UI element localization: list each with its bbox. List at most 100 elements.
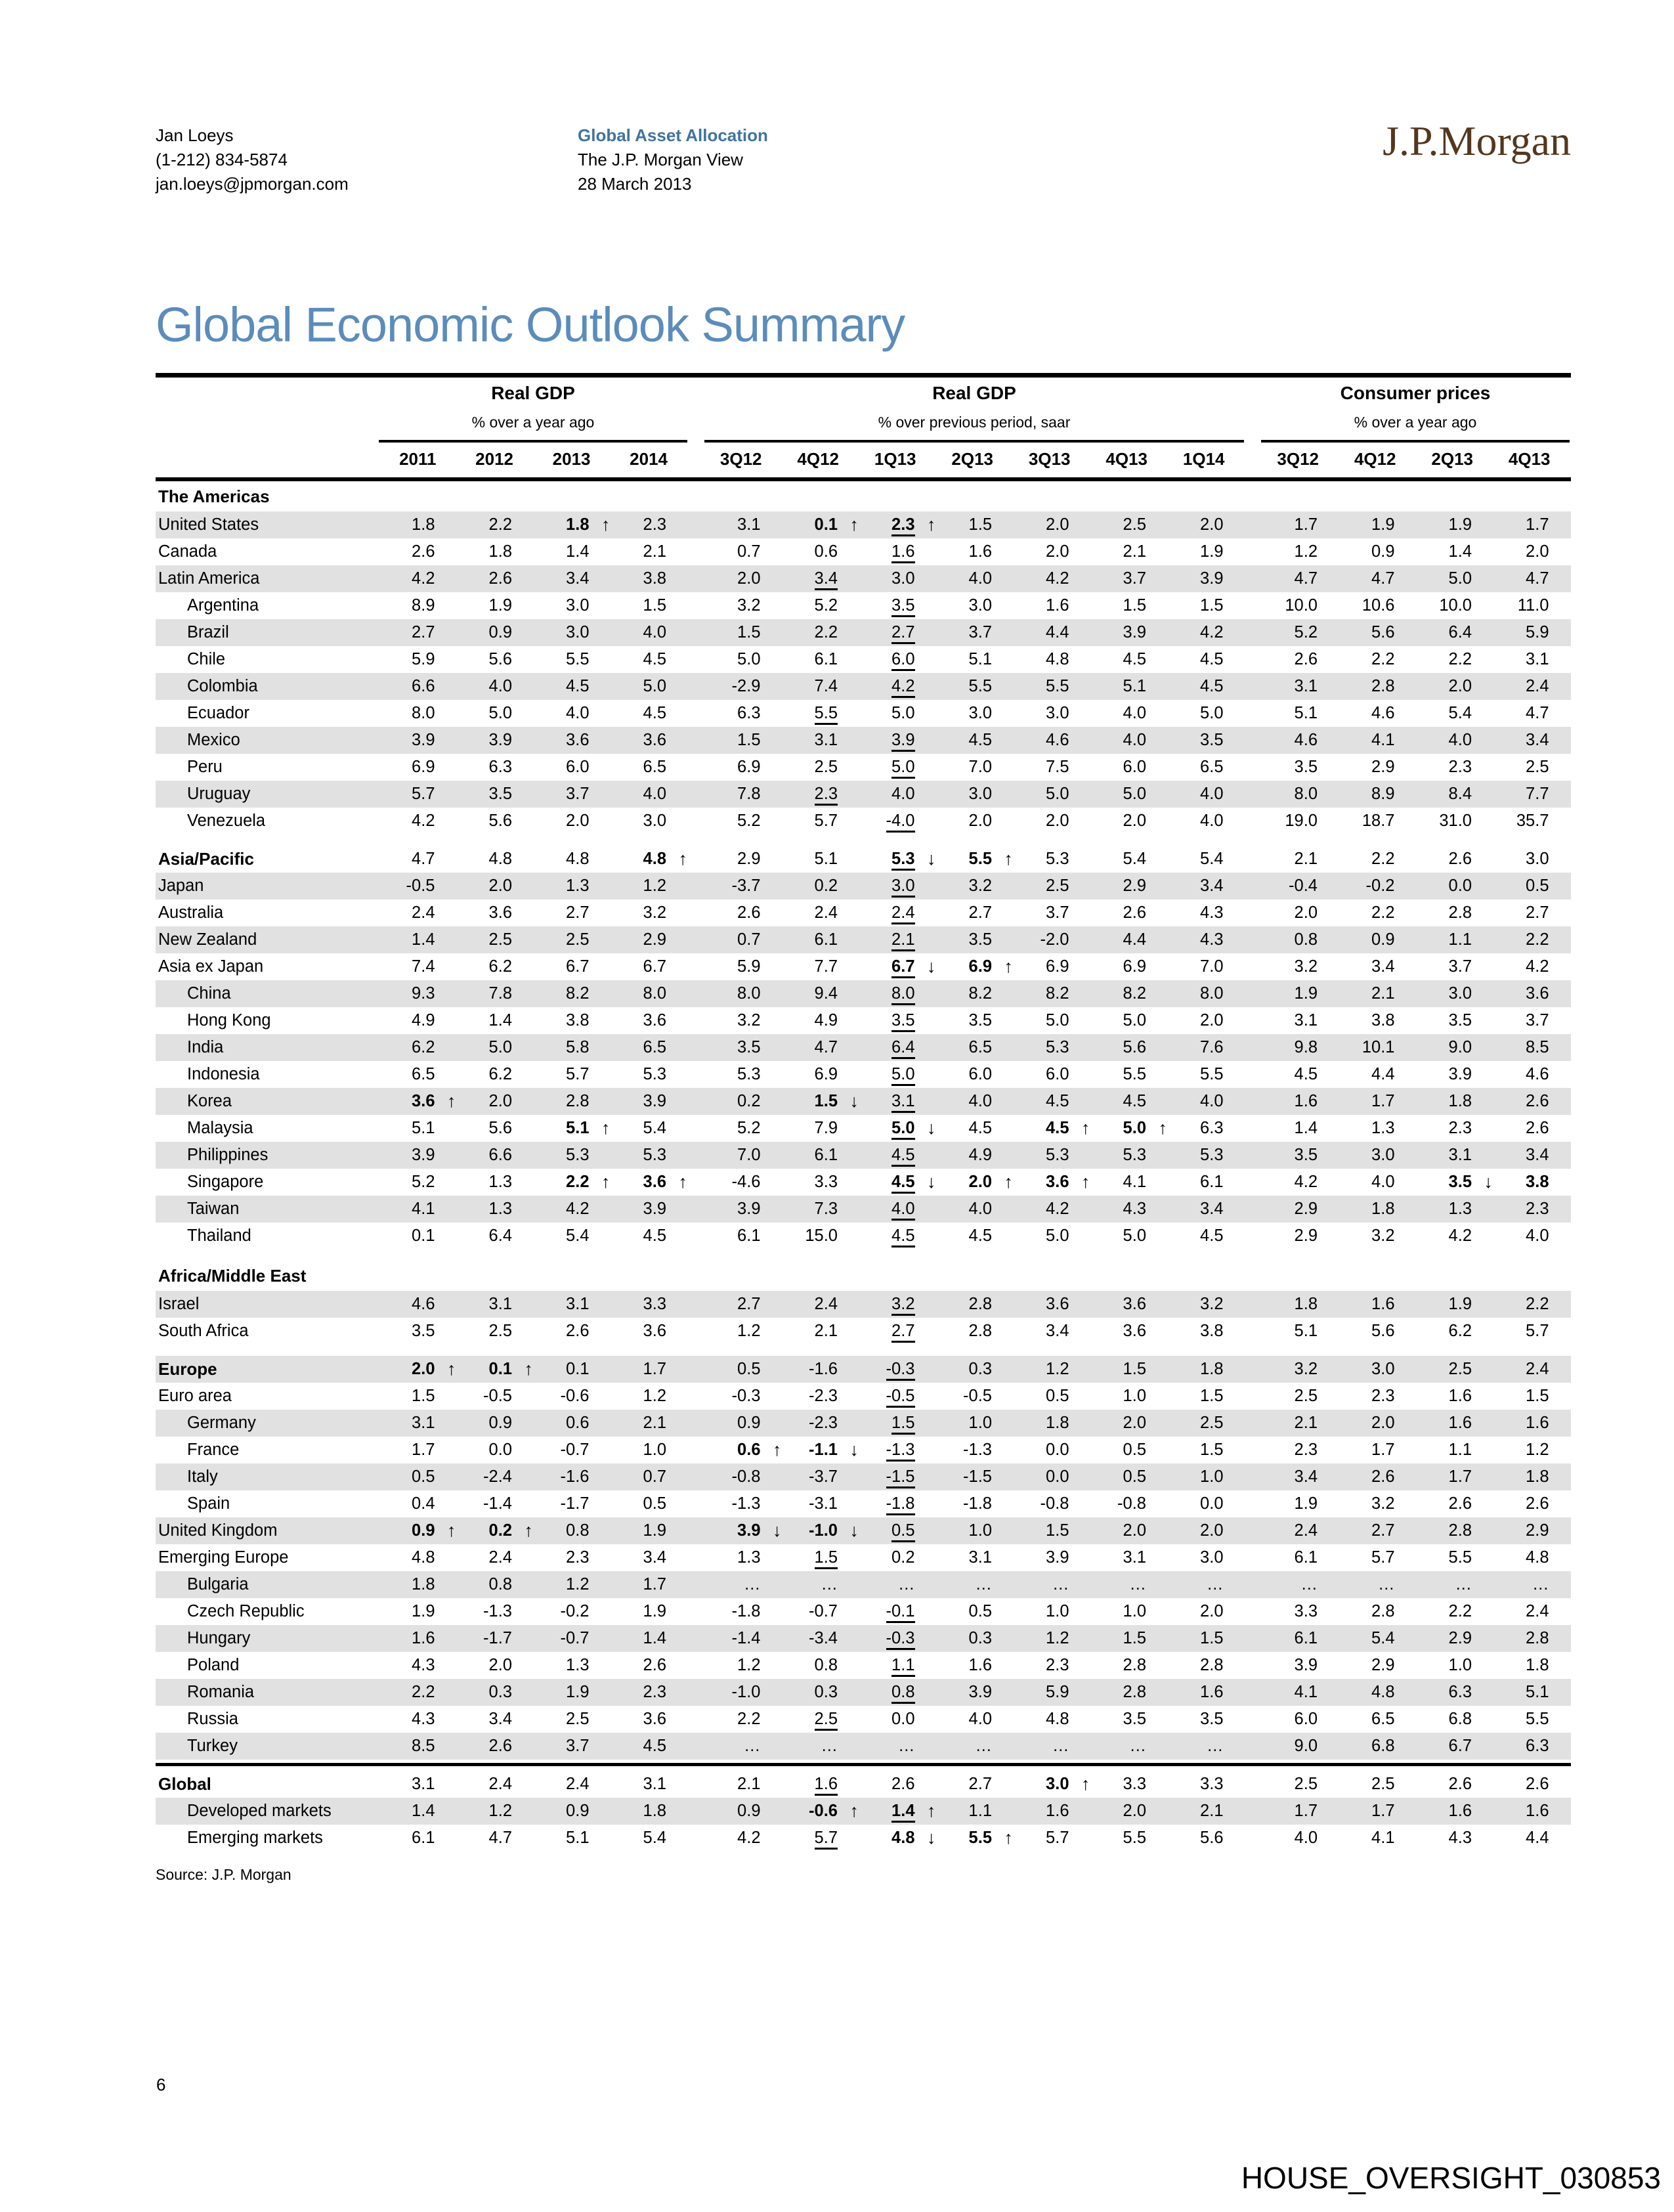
down-arrow-icon: ↓ (1484, 1171, 1493, 1192)
cell-value: 2.6 (1526, 1775, 1549, 1793)
cell-value: 5.3 (1123, 1146, 1146, 1164)
table-cell: 1.8 (1262, 1295, 1339, 1314)
cell-value: 1.8 (1200, 1360, 1224, 1378)
table-cell: 3.4 (456, 1710, 534, 1729)
table-cell: 1.6 (1416, 1802, 1493, 1821)
section-header-row: The Americas (156, 481, 1571, 511)
table-cell: 4.2 (1013, 569, 1090, 588)
table-cell: 6.1 (782, 1146, 859, 1165)
table-cell: 1.2 (1013, 1360, 1090, 1379)
table-cell: 5.5 (533, 650, 611, 669)
cell-value: 3.6 (643, 731, 666, 749)
cell-value: 1.5 (737, 623, 761, 641)
table-cell: 2.0 (1167, 1602, 1245, 1621)
cell-value: 3.6 (1046, 1295, 1069, 1313)
table-cell: 2.6 (379, 542, 456, 561)
cell-value: 6.7 (566, 957, 590, 976)
table-cell: 1.9 (1339, 515, 1416, 534)
table-cell: 2.4 (859, 903, 936, 924)
cell-value: 2.5 (1526, 758, 1549, 776)
cell-value: 2.6 (566, 1322, 590, 1340)
table-cell: 4.0 (1262, 1829, 1339, 1848)
table-cell: 2.1 (782, 1322, 859, 1341)
table-cell: 4.5 (859, 1146, 936, 1167)
table-cell: 5.4 (1416, 704, 1493, 723)
cell-value: … (744, 1575, 761, 1594)
cell-value: 1.4 (1294, 1119, 1318, 1137)
cell-value: -0.6 (809, 1802, 838, 1820)
table-cell: 3.6 (611, 1710, 688, 1729)
table-cell: 4.3 (379, 1656, 456, 1675)
table-cell: 4.7 (1493, 704, 1570, 723)
row-label: Euro area (158, 1387, 232, 1405)
table-cell: 4.6 (1262, 731, 1339, 750)
table-cell: 6.1 (782, 930, 859, 949)
cell-value: 3.9 (643, 1092, 666, 1110)
table-cell: 2.0 (1262, 903, 1339, 922)
cell-value: 4.5 (1123, 1092, 1146, 1110)
row-label: Russia (187, 1710, 238, 1728)
table-cell: 2.9 (1090, 877, 1168, 896)
table-cell: -0.3 (704, 1387, 782, 1406)
cell-value: 1.9 (1200, 542, 1224, 561)
cell-value: 0.5 (1526, 877, 1549, 895)
cell-value: … (1129, 1575, 1147, 1594)
cell-value: 2.0 (488, 1092, 512, 1110)
group-subtitle: % over a year ago (471, 414, 595, 431)
cell-value: 4.3 (1200, 903, 1224, 922)
cell-value: 1.9 (1448, 1295, 1472, 1313)
cell-value: 1.6 (1046, 1802, 1069, 1820)
table-cell: 7.8 (456, 984, 534, 1003)
cell-value: 4.3 (1123, 1200, 1146, 1218)
cell-value: 6.1 (412, 1829, 435, 1847)
table-cell: 6.0 (1013, 1065, 1090, 1084)
cell-value: -1.7 (483, 1629, 512, 1647)
cell-value: 5.5 (566, 650, 590, 668)
table-cell: -0.8 (1013, 1494, 1090, 1513)
table-cell: 4.2 (704, 1829, 782, 1848)
table-cell: 1.5 (1167, 1629, 1245, 1648)
table-cell: -1.5 (859, 1467, 936, 1488)
cell-value: -0.2 (1365, 877, 1395, 895)
cell-value: -1.3 (731, 1494, 761, 1513)
cell-value: 2.6 (1294, 650, 1318, 668)
cell-value: 5.0 (1046, 1011, 1069, 1030)
table-cell: 7.8 (704, 785, 782, 804)
table-cell: 5.7 (379, 785, 456, 804)
cell-value: 0.9 (566, 1802, 590, 1820)
cell-value: 1.9 (412, 1602, 435, 1620)
cell-value: 5.0 (1123, 1119, 1146, 1137)
column-header: 2011 (399, 449, 437, 469)
table-cell: 2.1 (611, 1414, 688, 1433)
table-cell: 3.0 (1339, 1146, 1416, 1165)
table-cell: 1.7 (1339, 1441, 1416, 1460)
cell-value: 1.9 (1294, 984, 1318, 1003)
table-cell: 2.7 (936, 1775, 1014, 1794)
cell-value: 6.9 (814, 1065, 838, 1083)
table-cell: 1.7 (379, 1441, 456, 1460)
author-email: jan.loeys@jpmorgan.com (156, 174, 349, 194)
cell-value: 31.0 (1439, 812, 1472, 830)
cell-value: 5.0 (1123, 785, 1146, 803)
table-cell: 2.8 (1090, 1656, 1168, 1675)
cell-value: 0.5 (1046, 1387, 1069, 1405)
table-cell: 4.3 (1416, 1829, 1493, 1848)
table-cell: 3.1 (1493, 650, 1570, 669)
cell-value: 5.7 (1371, 1548, 1395, 1567)
table-cell: 2.4 (1493, 1360, 1570, 1379)
row-label: Indonesia (187, 1065, 260, 1083)
table-cell: 3.3 (1167, 1775, 1245, 1794)
table-cell: 3.4 (1167, 1200, 1245, 1219)
cell-value: 2.4 (891, 903, 915, 924)
table-row: Indonesia 6.5 6.2 5.7 5.3 5.3 6.9 5.0 6.0 6.0 5.5 5… (156, 1061, 1571, 1088)
cell-value: 2.6 (1371, 1467, 1395, 1486)
table-cell: 3.1 (1090, 1548, 1168, 1567)
cell-value: 2.6 (412, 542, 435, 561)
cell-value: 1.6 (1526, 1802, 1549, 1820)
table-cell: 2.3 (611, 1683, 688, 1702)
table-cell: 2.6 (1416, 1494, 1493, 1513)
table-cell: 2.7 (379, 623, 456, 642)
cell-value: 3.6 (1526, 984, 1549, 1003)
cell-value: 2.0 (1046, 812, 1069, 830)
table-cell: 0.7 (704, 542, 782, 561)
